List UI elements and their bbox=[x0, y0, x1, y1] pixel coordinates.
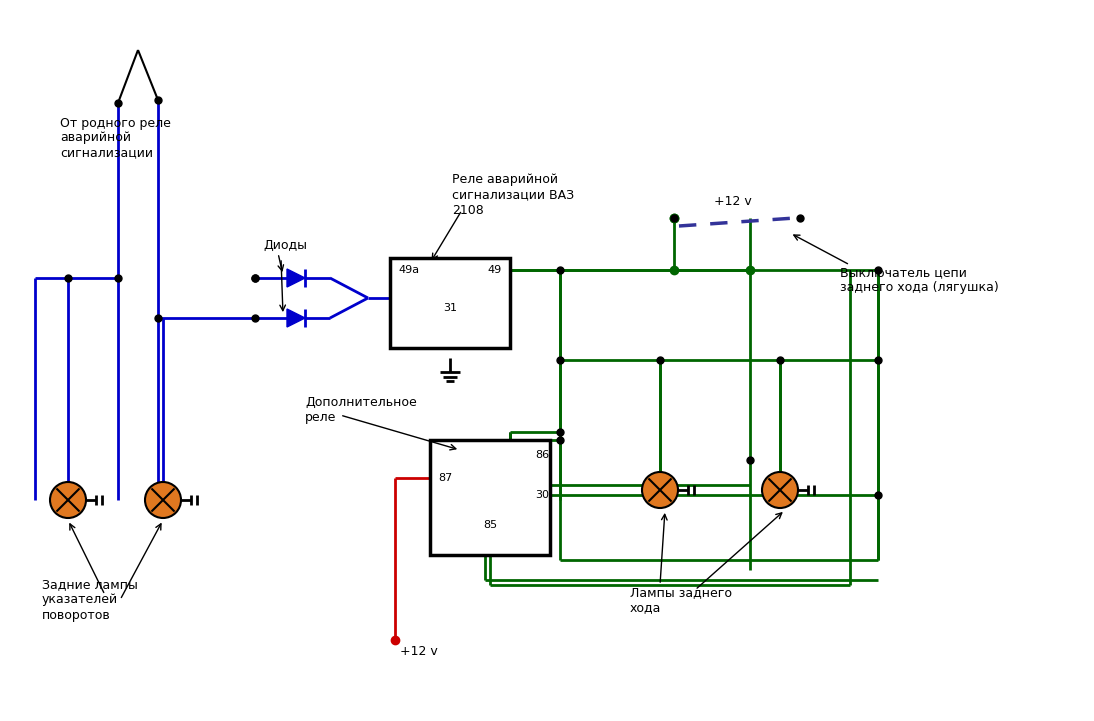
Circle shape bbox=[763, 472, 798, 508]
Text: Выключатель цепи
заднего хода (лягушка): Выключатель цепи заднего хода (лягушка) bbox=[840, 266, 999, 294]
Bar bbox=[430, 440, 550, 555]
Text: 86: 86 bbox=[535, 450, 549, 460]
Text: 49a: 49a bbox=[398, 265, 419, 275]
Text: 87: 87 bbox=[438, 473, 452, 483]
Text: Дополнительное
реле: Дополнительное реле bbox=[305, 396, 417, 424]
Text: Диоды: Диоды bbox=[263, 239, 307, 252]
Text: Лампы заднего
хода: Лампы заднего хода bbox=[630, 586, 732, 614]
Polygon shape bbox=[287, 309, 305, 327]
Text: +12 v: +12 v bbox=[400, 645, 438, 658]
Bar bbox=[389, 258, 510, 348]
Circle shape bbox=[146, 482, 181, 518]
Text: 49: 49 bbox=[488, 265, 502, 275]
Circle shape bbox=[50, 482, 86, 518]
Text: +12 v: +12 v bbox=[714, 195, 752, 208]
Polygon shape bbox=[287, 269, 305, 287]
Text: 85: 85 bbox=[482, 520, 497, 530]
Text: Задние лампы
указателей
поворотов: Задние лампы указателей поворотов bbox=[42, 578, 138, 622]
Text: От родного реле
аварийной
сигнализации: От родного реле аварийной сигнализации bbox=[60, 117, 171, 159]
Circle shape bbox=[642, 472, 678, 508]
Text: 30: 30 bbox=[535, 490, 549, 500]
Text: Реле аварийной
сигнализации ВАЗ
2108: Реле аварийной сигнализации ВАЗ 2108 bbox=[452, 174, 574, 216]
Text: 31: 31 bbox=[443, 303, 457, 313]
